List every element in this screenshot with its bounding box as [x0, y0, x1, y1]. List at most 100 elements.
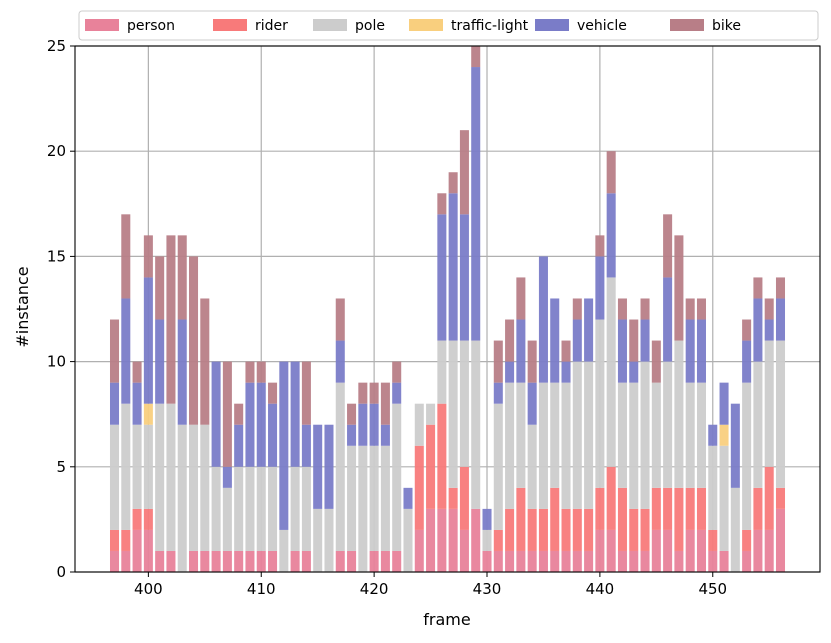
bar-segment-pole-447 — [674, 340, 684, 488]
bar-segment-pole-402 — [166, 403, 176, 551]
bar-segment-rider-444 — [640, 508, 650, 551]
bar-segment-pole-405 — [200, 424, 210, 551]
bar-segment-pole-401 — [155, 403, 165, 551]
bar-segment-pole-456 — [775, 340, 786, 488]
bar-segment-person-417 — [335, 550, 345, 572]
y-tick-label: 0 — [56, 563, 66, 581]
bars-layer — [109, 46, 786, 572]
bar-segment-person-409 — [245, 550, 255, 572]
bar-segment-pole-429 — [471, 340, 481, 509]
bar-segment-rider-435 — [538, 508, 548, 551]
bar-segment-bike-397 — [109, 319, 120, 383]
bar-segment-vehicle-422 — [392, 382, 402, 404]
bar-segment-vehicle-411 — [268, 403, 278, 467]
bar-segment-rider-446 — [663, 487, 673, 530]
bar-segment-rider-427 — [448, 487, 458, 509]
x-tick-label: 420 — [360, 580, 389, 598]
bar-segment-rider-454 — [753, 487, 763, 530]
legend-swatch-traffic-light — [409, 19, 443, 31]
grid-lines — [75, 45, 820, 573]
bar-segment-pole-439 — [584, 361, 594, 509]
bar-segment-pole-445 — [651, 382, 661, 488]
bar-segment-bike-422 — [392, 361, 402, 383]
bar-segment-vehicle-407 — [222, 466, 232, 488]
bar-segment-pole-416 — [324, 508, 334, 572]
bar-segment-person-401 — [155, 550, 165, 572]
bar-segment-person-406 — [211, 550, 221, 572]
bar-segment-pole-450 — [708, 445, 718, 530]
bar-segment-vehicle-428 — [459, 214, 469, 341]
bar-segment-bike-426 — [437, 193, 447, 215]
bar-segment-bike-431 — [493, 340, 503, 383]
bar-segment-bike-440 — [595, 235, 605, 257]
bar-segment-pole-417 — [335, 382, 345, 551]
bar-segment-rider-450 — [708, 529, 718, 551]
bar-segment-person-432 — [505, 550, 515, 572]
bar-segment-pole-423 — [403, 508, 413, 572]
bar-segment-vehicle-446 — [663, 277, 673, 362]
bar-segment-bike-409 — [245, 361, 255, 383]
bar-segment-person-422 — [392, 550, 402, 572]
bar-segment-vehicle-426 — [437, 214, 447, 341]
legend-swatch-pole — [313, 19, 347, 31]
bar-segment-vehicle-448 — [685, 319, 695, 383]
legend: person rider pole traffic-light vehicle bike — [78, 10, 819, 41]
bar-segment-pole-412 — [279, 529, 289, 572]
bar-segment-bike-433 — [516, 277, 526, 320]
bar-segment-bike-442 — [617, 298, 627, 320]
bar-segment-person-450 — [708, 550, 718, 572]
bar-segment-rider-428 — [459, 466, 469, 530]
bar-segment-person-442 — [617, 550, 627, 572]
bar-segment-bike-456 — [775, 277, 786, 299]
x-axis-label: frame — [423, 610, 470, 629]
bar-segment-bike-448 — [685, 298, 695, 320]
bar-segment-person-453 — [742, 550, 752, 572]
bar-segment-person-404 — [189, 550, 199, 572]
bar-segment-pole-431 — [493, 403, 503, 530]
bar-segment-person-398 — [121, 550, 131, 572]
y-tick-label: 20 — [47, 142, 66, 160]
x-tick-label: 440 — [586, 580, 615, 598]
bar-segment-vehicle-443 — [629, 361, 639, 383]
bar-segment-pole-430 — [482, 529, 492, 551]
bar-segment-pole-400 — [143, 424, 153, 509]
bar-segment-rider-442 — [617, 487, 627, 551]
bar-segment-vehicle-421 — [380, 424, 390, 446]
bar-segment-pole-453 — [742, 382, 752, 530]
bar-segment-bike-428 — [459, 130, 469, 215]
bar-segment-pole-413 — [290, 466, 300, 551]
bar-segment-pole-399 — [132, 424, 142, 509]
bar-segment-vehicle-456 — [775, 298, 786, 341]
bar-segment-pole-420 — [369, 445, 379, 551]
bar-segment-person-445 — [651, 529, 661, 572]
bar-segment-pole-426 — [437, 340, 447, 404]
x-tick-label: 400 — [134, 580, 163, 598]
bar-segment-bike-453 — [742, 319, 752, 341]
bar-segment-pole-446 — [663, 361, 673, 488]
y-tick-label: 10 — [47, 353, 66, 371]
bar-segment-vehicle-418 — [347, 424, 357, 446]
bar-segment-pole-449 — [696, 382, 706, 488]
bar-segment-person-418 — [347, 550, 357, 572]
bar-segment-rider-424 — [414, 445, 424, 530]
bar-segment-vehicle-406 — [211, 361, 221, 467]
bar-segment-bike-447 — [674, 235, 684, 341]
bar-segment-rider-448 — [685, 487, 695, 530]
bar-segment-person-440 — [595, 529, 605, 572]
bar-segment-pole-421 — [380, 445, 390, 551]
bar-segment-person-407 — [222, 550, 232, 572]
bar-segment-pole-414 — [301, 466, 311, 551]
bar-segment-pole-397 — [109, 424, 120, 530]
bar-segment-vehicle-427 — [448, 193, 458, 341]
legend-label-person: person — [127, 18, 175, 34]
plot-frame — [74, 45, 821, 573]
bar-segment-rider-434 — [527, 508, 537, 551]
bar-segment-vehicle-438 — [572, 319, 582, 362]
bar-segment-pole-425 — [426, 403, 436, 425]
bar-segment-pole-419 — [358, 445, 368, 572]
bar-segment-pole-427 — [448, 340, 458, 488]
bar-segment-rider-426 — [437, 403, 447, 509]
bar-segment-person-451 — [719, 550, 729, 572]
bar-segment-rider-425 — [426, 424, 436, 509]
bar-segment-pole-398 — [121, 403, 131, 530]
